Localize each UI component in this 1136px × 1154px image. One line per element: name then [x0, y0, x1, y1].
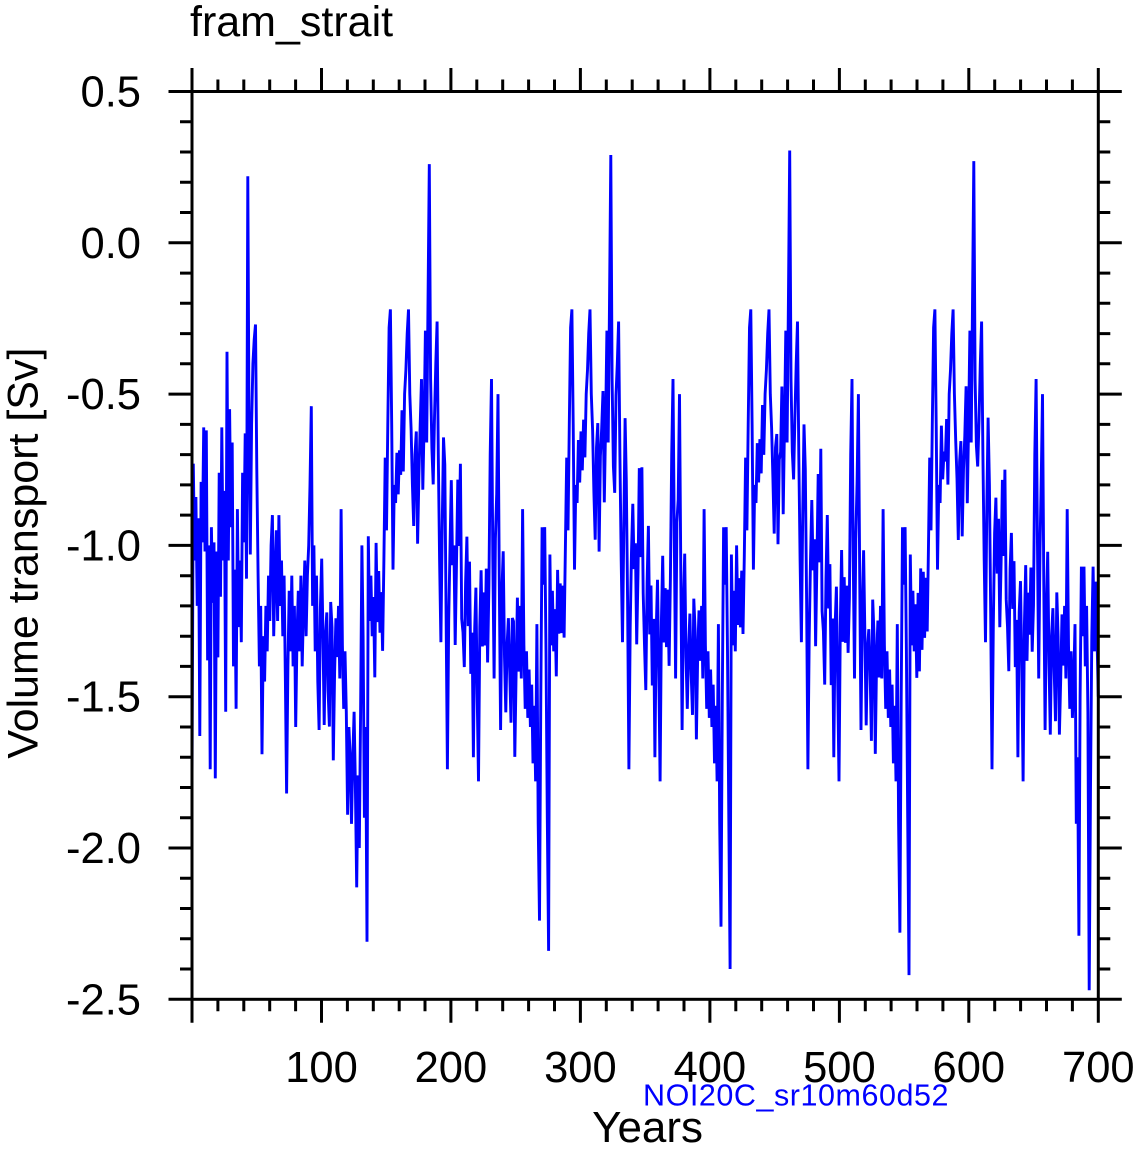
- svg-text:0.0: 0.0: [81, 220, 141, 268]
- svg-text:400: 400: [674, 1044, 747, 1092]
- svg-text:Years: Years: [592, 1103, 703, 1149]
- svg-text:-1.5: -1.5: [66, 674, 141, 722]
- svg-text:100: 100: [285, 1044, 358, 1092]
- svg-text:-2.0: -2.0: [66, 825, 141, 873]
- svg-text:Volume transport [Sv]: Volume transport [Sv]: [0, 348, 48, 759]
- svg-text:NOI20C_sr10m60d52: NOI20C_sr10m60d52: [643, 1078, 949, 1112]
- svg-text:600: 600: [933, 1044, 1006, 1092]
- svg-text:700: 700: [1062, 1044, 1135, 1092]
- svg-text:-2.5: -2.5: [66, 976, 141, 1024]
- svg-text:fram_strait: fram_strait: [190, 0, 393, 46]
- svg-text:500: 500: [803, 1044, 876, 1092]
- svg-text:-1.0: -1.0: [66, 522, 141, 570]
- svg-text:-0.5: -0.5: [66, 371, 141, 419]
- svg-text:300: 300: [544, 1044, 617, 1092]
- svg-text:0.5: 0.5: [81, 69, 141, 117]
- svg-text:200: 200: [415, 1044, 488, 1092]
